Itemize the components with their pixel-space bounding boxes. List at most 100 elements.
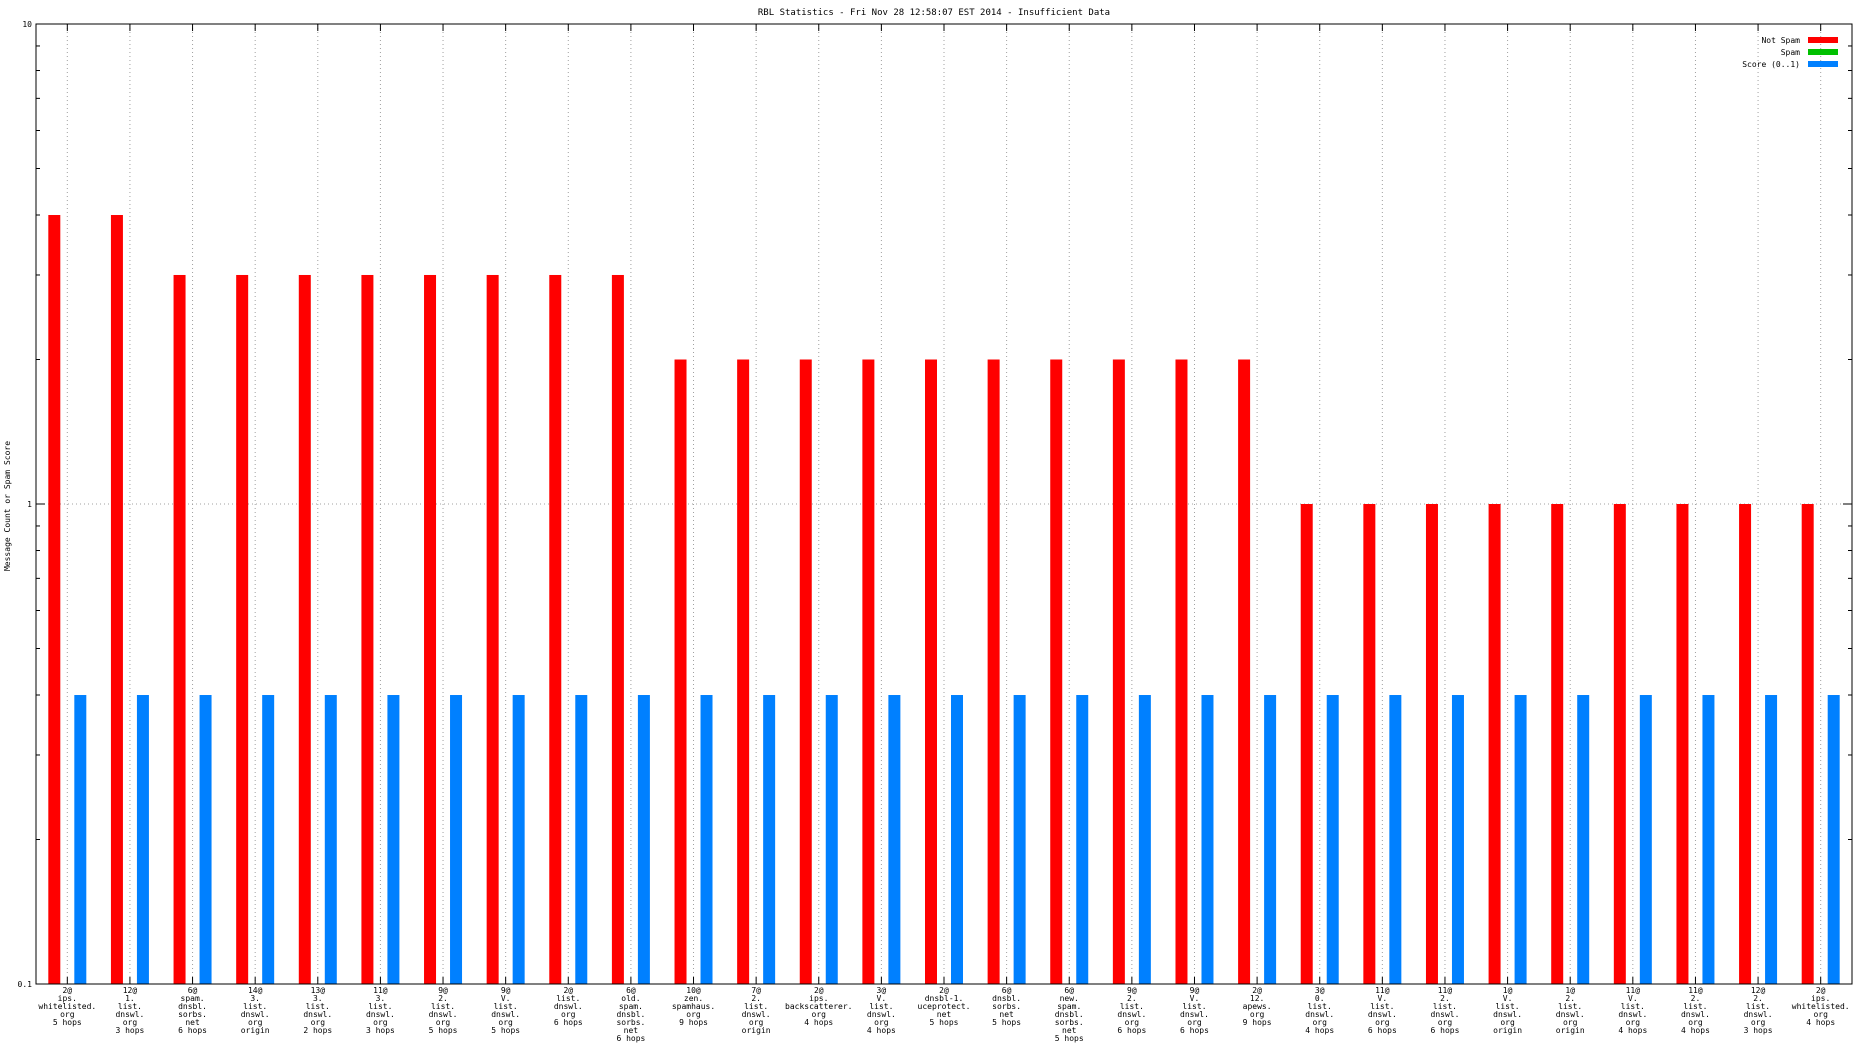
x-tick-label-line: dnswl. <box>1368 1010 1397 1019</box>
x-tick-label-line: 6 hops <box>1368 1026 1397 1035</box>
bar <box>951 695 963 984</box>
x-tick-label-line: list. <box>1308 1002 1332 1011</box>
bar <box>262 695 275 984</box>
bar <box>700 695 713 984</box>
x-tick-label: 9@ 2. list. dnswl. org 6 hops <box>1117 986 1146 1035</box>
x-tick-label-line: net <box>624 1026 639 1035</box>
bar <box>1702 695 1715 984</box>
x-tick-label-line: org <box>874 1018 889 1027</box>
legend-label: Score (0..1) <box>1742 60 1800 69</box>
x-tick-label-line: 4 hops <box>1681 1026 1710 1035</box>
x-tick-label-line: 6 hops <box>1180 1026 1209 1035</box>
x-tick-label-line: net <box>1062 1026 1077 1035</box>
bar <box>611 274 624 984</box>
x-tick-label-line: net <box>999 1010 1014 1019</box>
legend: Not Spam Spam Score (0..1) <box>1742 36 1838 69</box>
bar <box>361 274 374 984</box>
x-tick-label-line: dnsbl. <box>616 1010 645 1019</box>
grid-lines <box>36 24 1852 984</box>
x-tick-label: 14@ 3. list. dnswl. org origin <box>241 986 270 1035</box>
x-tick-label-line: 5 hops <box>1055 1034 1084 1043</box>
x-tick-label: 9@ 2. list. dnswl. org 5 hops <box>429 986 458 1035</box>
bar <box>1175 359 1188 984</box>
x-tick-label-line: org <box>1125 1018 1140 1027</box>
x-tick-label-line: dnswl. <box>241 1010 270 1019</box>
x-tick-label-line: list. <box>1496 1002 1520 1011</box>
bar <box>1765 695 1778 984</box>
x-tick-label-line: list. <box>1182 1002 1206 1011</box>
bar <box>512 695 525 984</box>
x-tick-label-line: 5 hops <box>930 1018 959 1027</box>
x-tick-label-line: 4 hops <box>804 1018 833 1027</box>
y-tick-label: 1 <box>27 500 32 509</box>
x-tick-label-line: sorbs. <box>1055 1018 1084 1027</box>
x-tick-label-line: V. <box>501 994 511 1003</box>
x-tick-label-line: 2@ <box>1816 986 1826 995</box>
x-tick-label: 6@ spam. dnsbl. sorbs. net 6 hops <box>178 986 207 1035</box>
x-tick-label-line: 5 hops <box>992 1018 1021 1027</box>
x-tick-label: 1@ 2. list. dnswl. org origin <box>1556 986 1585 1035</box>
x-tick-label-line: list. <box>1370 1002 1394 1011</box>
x-tick-label-line: spam. <box>181 994 205 1003</box>
x-tick-label-line: list. <box>118 1002 142 1011</box>
x-tick-label-line: 3. <box>313 994 323 1003</box>
x-tick-label-line: 6 hops <box>1117 1026 1146 1035</box>
x-tick-label-line: origin <box>742 1026 771 1035</box>
x-tick-label-line: 2 hops <box>303 1026 332 1035</box>
x-tick-label-line: ips. <box>1811 994 1830 1003</box>
bar-marks <box>48 215 1840 984</box>
bar <box>1264 695 1277 984</box>
x-tick-label-line: org <box>1751 1018 1766 1027</box>
legend-label: Not Spam <box>1761 36 1800 45</box>
x-tick-label-line: dnswl. <box>366 1010 395 1019</box>
x-tick-label-line: list. <box>431 1002 455 1011</box>
bar <box>763 695 776 984</box>
y-tick-label: 0.1 <box>18 980 33 989</box>
x-tick-label-line: list. <box>556 994 580 1003</box>
x-tick-label-line: 9@ <box>438 986 448 995</box>
x-tick-label-line: list. <box>306 1002 330 1011</box>
x-tick-label: 11@ V. list. dnswl. org 6 hops <box>1368 986 1397 1035</box>
x-tick-label-line: 3 hops <box>1744 1026 1773 1035</box>
x-tick-label-line: 4 hops <box>1305 1026 1334 1035</box>
x-tick-label: 2@ dnsbl-1. uceprotect. net 5 hops <box>918 986 971 1027</box>
x-tick-label-line: origin <box>241 1026 270 1035</box>
x-tick-label-line: apews. <box>1243 1002 1272 1011</box>
bar <box>674 359 687 984</box>
bar <box>74 695 87 984</box>
x-tick-label: 9@ V. list. dnswl. org 6 hops <box>1180 986 1209 1035</box>
bar <box>1488 504 1501 984</box>
x-tick-label: 2@ ips. whitelisted. org 4 hops <box>1792 986 1850 1027</box>
x-tick-label-line: dnswl. <box>1556 1010 1585 1019</box>
x-tick-label-line: org <box>1187 1018 1202 1027</box>
x-tick-label-line: 1. <box>125 994 135 1003</box>
bar <box>1076 695 1089 984</box>
x-tick-label: 6@ dnsbl. sorbs. net 5 hops <box>992 986 1021 1027</box>
x-tick-label-line: org <box>373 1018 388 1027</box>
x-tick-label-line: org <box>311 1018 326 1027</box>
x-tick-label-line: 12. <box>1250 994 1264 1003</box>
x-tick-label-line: V. <box>1378 994 1388 1003</box>
x-tick-label-line: sorbs. <box>992 1002 1021 1011</box>
x-tick-label-line: spam. <box>619 1002 643 1011</box>
x-tick-label-line: 11@ <box>1375 986 1390 995</box>
x-tick-label-line: org <box>812 1010 827 1019</box>
x-tick-label: 2@ 12. apews. org 9 hops <box>1243 986 1272 1027</box>
x-tick-label-line: 2. <box>1753 994 1763 1003</box>
x-tick-label-line: V. <box>1190 994 1200 1003</box>
bar <box>236 274 249 984</box>
x-tick-label-line: org <box>60 1010 75 1019</box>
bar <box>575 695 588 984</box>
bar <box>1613 504 1626 984</box>
x-tick-label-line: org <box>248 1018 263 1027</box>
x-tick-label-line: dnsbl. <box>178 1002 207 1011</box>
x-tick-label-line: 2. <box>1127 994 1137 1003</box>
bar <box>1739 504 1752 984</box>
x-tick-label: 11@ 3. list. dnswl. org 3 hops <box>366 986 395 1035</box>
x-tick-label-line: origin <box>1556 1026 1585 1035</box>
x-tick-label-line: list. <box>243 1002 267 1011</box>
x-tick-label-line: origin <box>1493 1026 1522 1035</box>
x-tick-label-line: org <box>1813 1010 1828 1019</box>
x-tick-label-line: 11@ <box>1688 986 1703 995</box>
